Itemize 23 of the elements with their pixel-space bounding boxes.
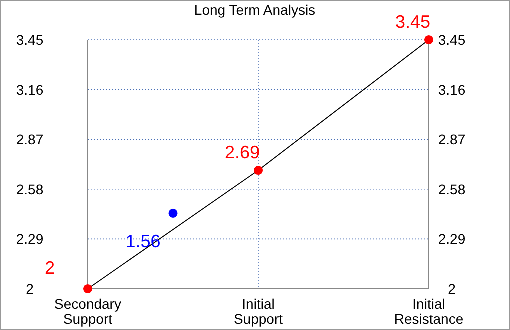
point	[254, 166, 264, 176]
y-tick-label: 2.87	[16, 132, 44, 148]
point	[83, 284, 93, 294]
y2-tick-label: 3.45	[438, 32, 466, 48]
y2-tick-label: 3.16	[438, 82, 466, 98]
annotation: 1.56	[126, 231, 161, 252]
point	[424, 35, 434, 45]
y-tick-label: 2	[26, 281, 34, 297]
x-tick-label: Initial Support	[234, 296, 284, 327]
y-tick-label: 3.45	[16, 32, 44, 48]
chart-title: Long Term Analysis	[194, 2, 316, 18]
x-tick-label: Initial Resistance	[394, 296, 464, 327]
data-label: 2.69	[224, 142, 260, 163]
point	[168, 208, 178, 218]
y-tick-label: 3.16	[16, 82, 44, 98]
y2-tick-label: 2.87	[438, 132, 466, 148]
y2-tick-label: 2	[448, 281, 456, 297]
y2-tick-label: 2.58	[438, 181, 466, 198]
x-tick-label: Secondary Support	[54, 296, 122, 327]
y2-tick-label: 2.29	[438, 231, 466, 248]
data-label: 3.45	[395, 12, 431, 32]
y-tick-label: 2.58	[16, 181, 44, 198]
y-tick-label: 2.29	[16, 231, 44, 248]
